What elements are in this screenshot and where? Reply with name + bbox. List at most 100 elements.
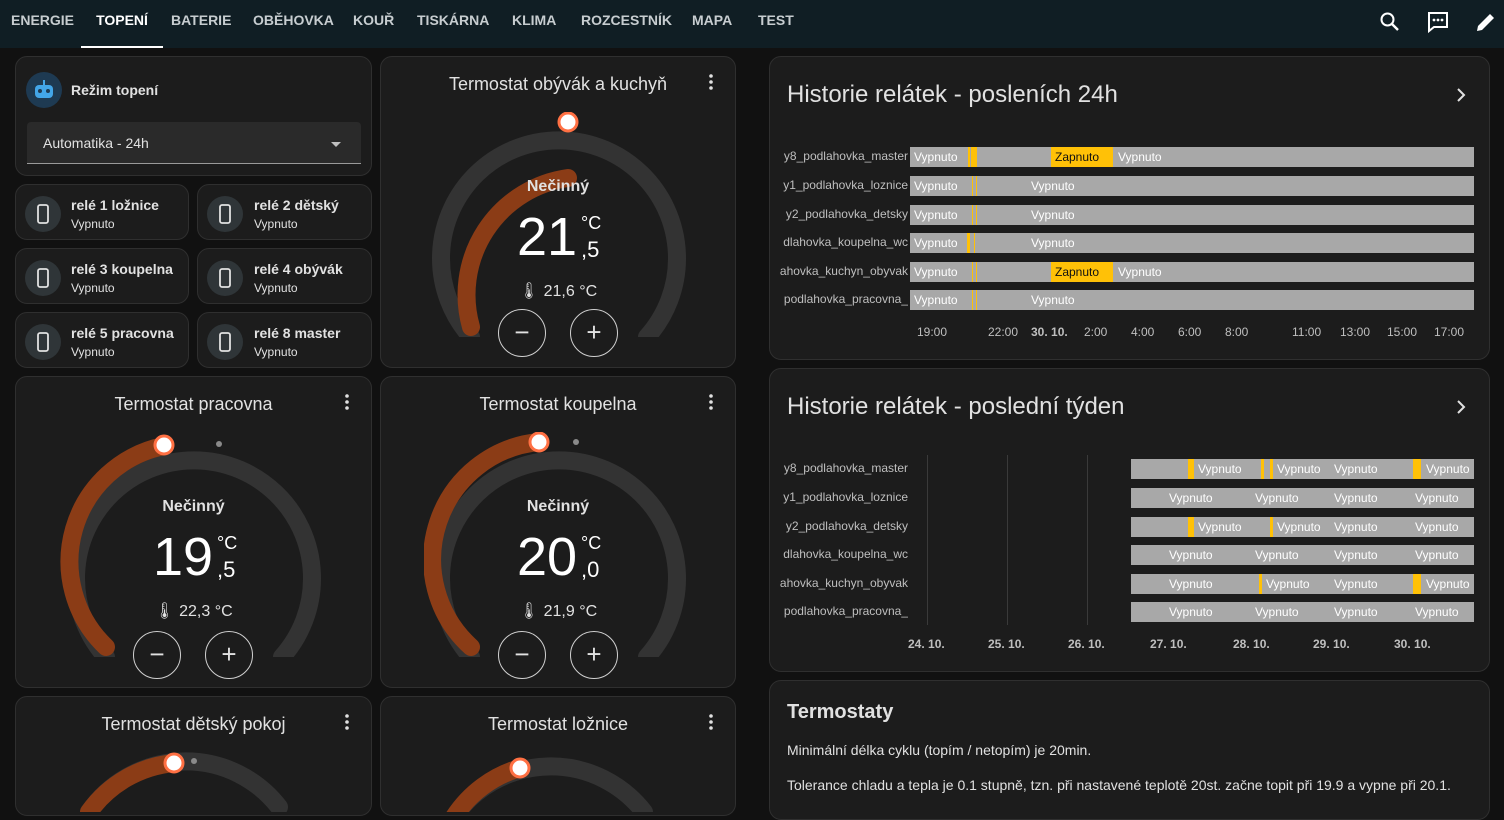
relay-state: Vypnuto xyxy=(254,345,298,359)
more-vert-icon[interactable] xyxy=(709,74,713,90)
on-segment xyxy=(972,205,973,225)
increase-button[interactable]: + xyxy=(570,309,618,357)
axis-tick: 28. 10. xyxy=(1233,637,1270,651)
on-segment xyxy=(1259,574,1262,594)
tab-rozcestnik[interactable]: ROZCESTNÍK xyxy=(581,12,672,28)
target-temp-int: 21 xyxy=(517,207,578,267)
tab-klima[interactable]: KLIMA xyxy=(512,12,557,28)
axis-tick: 24. 10. xyxy=(908,637,945,651)
segment-label: Vypnuto xyxy=(914,236,958,250)
thermostat-loznice-card: Termostat ložnice xyxy=(380,696,736,816)
increase-button[interactable]: + xyxy=(570,631,618,679)
on-segment xyxy=(971,147,977,167)
segment-label: Vypnuto xyxy=(1031,293,1075,307)
axis-tick: 19:00 xyxy=(917,325,948,339)
thermostat-dial[interactable] xyxy=(424,112,694,337)
timeline-row[interactable]: Vypnuto Zapnuto Vypnuto xyxy=(910,147,1474,167)
timeline-row[interactable]: Vypnuto Vypnuto xyxy=(910,176,1474,196)
thermostat-state: Nečinný xyxy=(526,498,590,515)
more-vert-icon[interactable] xyxy=(709,394,713,410)
segment-label: Vypnuto xyxy=(1198,462,1242,476)
thermostat-dial[interactable] xyxy=(59,432,329,657)
entity-label: y8_podlahovka_master xyxy=(783,461,908,475)
thermostat-title: Termostat dětský pokoj xyxy=(101,714,286,734)
decrease-button[interactable]: − xyxy=(133,631,181,679)
chevron-right-icon[interactable] xyxy=(1454,87,1468,103)
timeline-row[interactable]: Vypnuto Vypnuto Vypnuto Vypnuto xyxy=(1131,545,1474,565)
assist-icon[interactable] xyxy=(1426,10,1450,34)
thermostat-obyvak-card: Termostat obývák a kuchyň Nečinný 21 °C … xyxy=(380,56,736,368)
edit-icon[interactable] xyxy=(1474,10,1498,34)
tab-tiskarna[interactable]: TISKÁRNA xyxy=(417,12,490,28)
current-temp: 🌡 21,9 °C xyxy=(381,601,735,621)
on-segment xyxy=(1270,459,1273,479)
relay-tile-2[interactable]: relé 2 dětský Vypnuto xyxy=(197,184,372,240)
thermostat-dial[interactable] xyxy=(424,432,694,657)
relay-tile-1[interactable]: relé 1 ložnice Vypnuto xyxy=(15,184,189,240)
segment-label: Vypnuto xyxy=(1277,520,1321,534)
axis-tick: 17:00 xyxy=(1434,325,1465,339)
info-paragraph: Tolerance chladu a tepla je 0.1 stupně, … xyxy=(787,777,1451,793)
relay-state: Vypnuto xyxy=(254,281,298,295)
segment-label: Vypnuto xyxy=(1426,577,1470,591)
target-temp-unit: °C xyxy=(581,533,602,553)
segment-label: Zapnuto xyxy=(1055,265,1100,279)
timeline-row[interactable]: Vypnuto Vypnuto Vypnuto Vypnuto xyxy=(1131,517,1474,537)
tab-test[interactable]: TEST xyxy=(758,12,794,28)
search-icon[interactable] xyxy=(1378,10,1402,34)
mode-select[interactable]: Automatika - 24h xyxy=(27,122,361,164)
more-vert-icon[interactable] xyxy=(709,714,713,730)
relay-tile-3[interactable]: relé 3 koupelna Vypnuto xyxy=(15,248,189,304)
axis-tick: 15:00 xyxy=(1387,325,1418,339)
timeline-row[interactable]: Vypnuto Vypnuto xyxy=(910,205,1474,225)
on-segment xyxy=(1188,459,1194,479)
entity-label: ahovka_kuchyn_obyvak xyxy=(779,576,908,590)
more-vert-icon[interactable] xyxy=(345,394,349,410)
segment-label: Vypnuto xyxy=(1277,462,1321,476)
relay-title: relé 8 master xyxy=(254,325,341,341)
timeline-row[interactable]: Vypnuto Vypnuto xyxy=(910,290,1474,310)
relay-title: relé 4 obývák xyxy=(254,261,343,277)
increase-button[interactable]: + xyxy=(205,631,253,679)
timeline-row[interactable]: Vypnuto Vypnuto Vypnuto Vypnuto xyxy=(1131,574,1474,594)
segment-label: Vypnuto xyxy=(1426,462,1470,476)
segment-label: Vypnuto xyxy=(1415,491,1459,505)
tab-obehovka[interactable]: OBĚHOVKA xyxy=(253,12,334,28)
timeline-row[interactable]: Vypnuto Vypnuto xyxy=(910,233,1474,253)
thermostat-pracovna-card: Termostat pracovna Nečinný 19 °C ,5 🌡 22… xyxy=(15,376,372,688)
entity-label: dlahovka_koupelna_wc xyxy=(783,235,908,249)
on-segment xyxy=(976,290,977,310)
decrease-button[interactable]: − xyxy=(498,309,546,357)
target-temp-int: 19 xyxy=(153,527,214,587)
timeline-row[interactable]: Vypnuto Vypnuto Vypnuto Vypnuto xyxy=(1131,602,1474,622)
relay-tile-4[interactable]: relé 4 obývák Vypnuto xyxy=(197,248,372,304)
thermostat-dial[interactable] xyxy=(59,752,329,812)
entity-label: _podlahovka_pracovna xyxy=(783,292,908,306)
tab-topeni[interactable]: TOPENÍ xyxy=(81,0,163,48)
more-vert-icon[interactable] xyxy=(345,714,349,730)
relay-tile-5[interactable]: relé 5 pracovna Vypnuto xyxy=(15,312,189,368)
timeline-row[interactable]: Vypnuto Vypnuto Vypnuto Vypnuto xyxy=(1131,488,1474,508)
decrease-button[interactable]: − xyxy=(498,631,546,679)
on-segment xyxy=(976,205,977,225)
chevron-right-icon[interactable] xyxy=(1454,399,1468,415)
timeline-row[interactable]: Vypnuto Zapnuto Vypnuto xyxy=(910,262,1474,282)
axis-tick: 11:00 xyxy=(1292,325,1322,339)
relay-title: relé 5 pracovna xyxy=(71,325,174,341)
on-segment xyxy=(1261,459,1264,479)
current-temp-value: 21,6 °C xyxy=(543,283,598,300)
segment-label: Vypnuto xyxy=(1334,605,1378,619)
entity-label: _podlahovka_pracovna xyxy=(783,604,908,618)
segment-label: Vypnuto xyxy=(914,150,958,164)
robot-icon xyxy=(26,72,62,108)
segment-label: Vypnuto xyxy=(1118,150,1162,164)
relay-state: Vypnuto xyxy=(254,217,298,231)
tab-energie[interactable]: ENERGIE xyxy=(11,12,75,28)
tab-kour[interactable]: KOUŘ xyxy=(353,12,395,28)
phone-icon xyxy=(207,260,243,296)
tab-mapa[interactable]: MAPA xyxy=(692,12,733,28)
timeline-row[interactable]: Vypnuto Vypnuto Vypnuto Vypnuto xyxy=(1131,459,1474,479)
thermostat-dial[interactable] xyxy=(424,752,694,812)
tab-baterie[interactable]: BATERIE xyxy=(171,12,232,28)
relay-tile-8[interactable]: relé 8 master Vypnuto xyxy=(197,312,372,368)
